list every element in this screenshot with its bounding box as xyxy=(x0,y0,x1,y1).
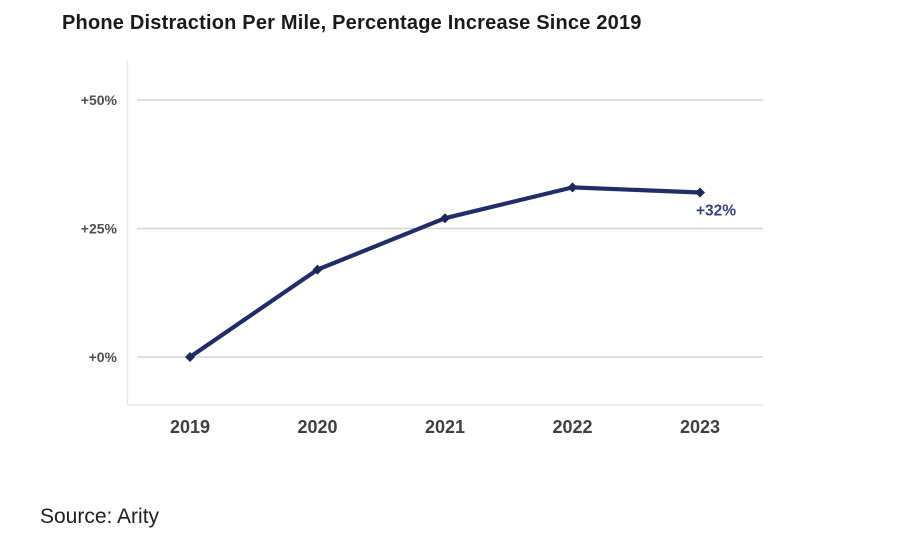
data-line xyxy=(187,185,703,360)
data-point-marker xyxy=(312,264,323,275)
x-tick-label: 2020 xyxy=(297,417,337,437)
y-tick-label: +50% xyxy=(81,92,118,108)
data-point-marker xyxy=(440,213,450,224)
x-tick-label: 2019 xyxy=(170,417,210,437)
x-tick-label: 2022 xyxy=(552,417,592,437)
data-point-marker xyxy=(695,187,705,198)
x-tick-label: 2023 xyxy=(680,417,720,437)
y-tick-label: +25% xyxy=(81,221,118,237)
chart-title: Phone Distraction Per Mile, Percentage I… xyxy=(62,12,642,34)
last-value-label: +32% xyxy=(696,203,736,220)
data-point-marker xyxy=(567,182,578,193)
x-tick-label: 2021 xyxy=(425,417,465,437)
y-tick-label: +0% xyxy=(89,349,118,365)
data-point-marker xyxy=(185,352,195,362)
source-note: Source: Arity xyxy=(40,505,160,528)
